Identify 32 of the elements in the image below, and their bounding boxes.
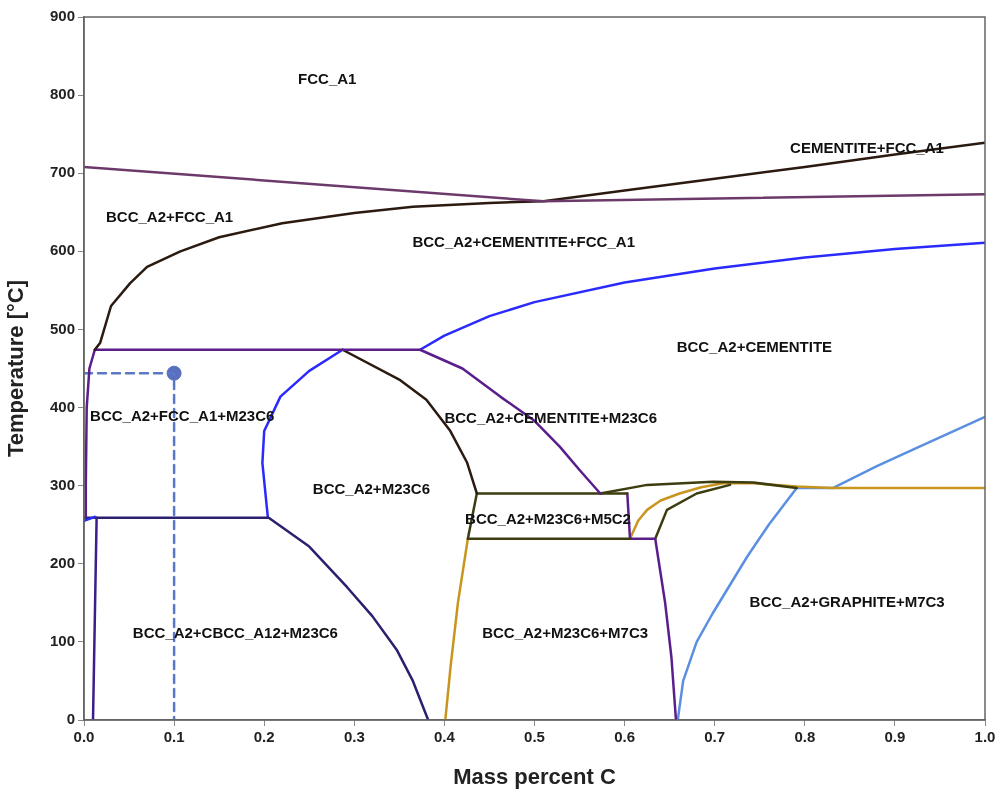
y-axis-title: Temperature [°C]	[3, 279, 29, 458]
annotation: BCC_A2+CEMENTITE	[676, 338, 833, 356]
y-tick-label: 400	[49, 397, 75, 415]
x-tick-label: 0.8	[794, 728, 816, 746]
x-tick-label: 0.0	[73, 728, 95, 746]
annotation: CEMENTITE+FCC_A1	[790, 138, 944, 156]
x-tick-label: 0.6	[614, 728, 636, 746]
y-tick-label: 600	[49, 241, 75, 259]
annotation: BCC_A2+M23C6	[312, 480, 430, 498]
annotation: BCC_A2+CEMENTITE+FCC_A1	[412, 232, 635, 250]
annotation: FCC_A1	[298, 70, 357, 88]
y-tick-label: 200	[49, 553, 75, 571]
annotation: BCC_A2+M23C6+M7C3	[482, 623, 649, 641]
y-tick-label: 800	[49, 85, 75, 103]
x-tick-label: 0.9	[884, 728, 906, 746]
x-tick-label: 1.0	[974, 728, 996, 746]
x-tick-label: 0.3	[343, 728, 365, 746]
x-tick-label: 0.5	[524, 728, 545, 746]
x-tick-label: 0.7	[704, 728, 726, 746]
y-tick-label: 900	[49, 7, 75, 25]
annotation: BCC_A2+FCC_A1	[106, 208, 234, 226]
y-tick-label: 100	[49, 632, 75, 650]
x-tick-label: 0.4	[433, 728, 456, 746]
x-tick-label: 0.1	[163, 728, 185, 746]
y-tick-label: 0	[66, 710, 75, 728]
x-axis-title: Mass percent C	[453, 763, 616, 789]
y-tick-label: 500	[49, 319, 75, 337]
x-tick-label: 0.2	[253, 728, 275, 746]
y-tick-label: 300	[49, 475, 75, 493]
annotation: BCC_A2+GRAPHITE+M7C3	[749, 593, 945, 611]
annotation: BCC_A2+CBCC_A12+M23C6	[132, 623, 338, 641]
y-tick-label: 700	[49, 163, 75, 181]
